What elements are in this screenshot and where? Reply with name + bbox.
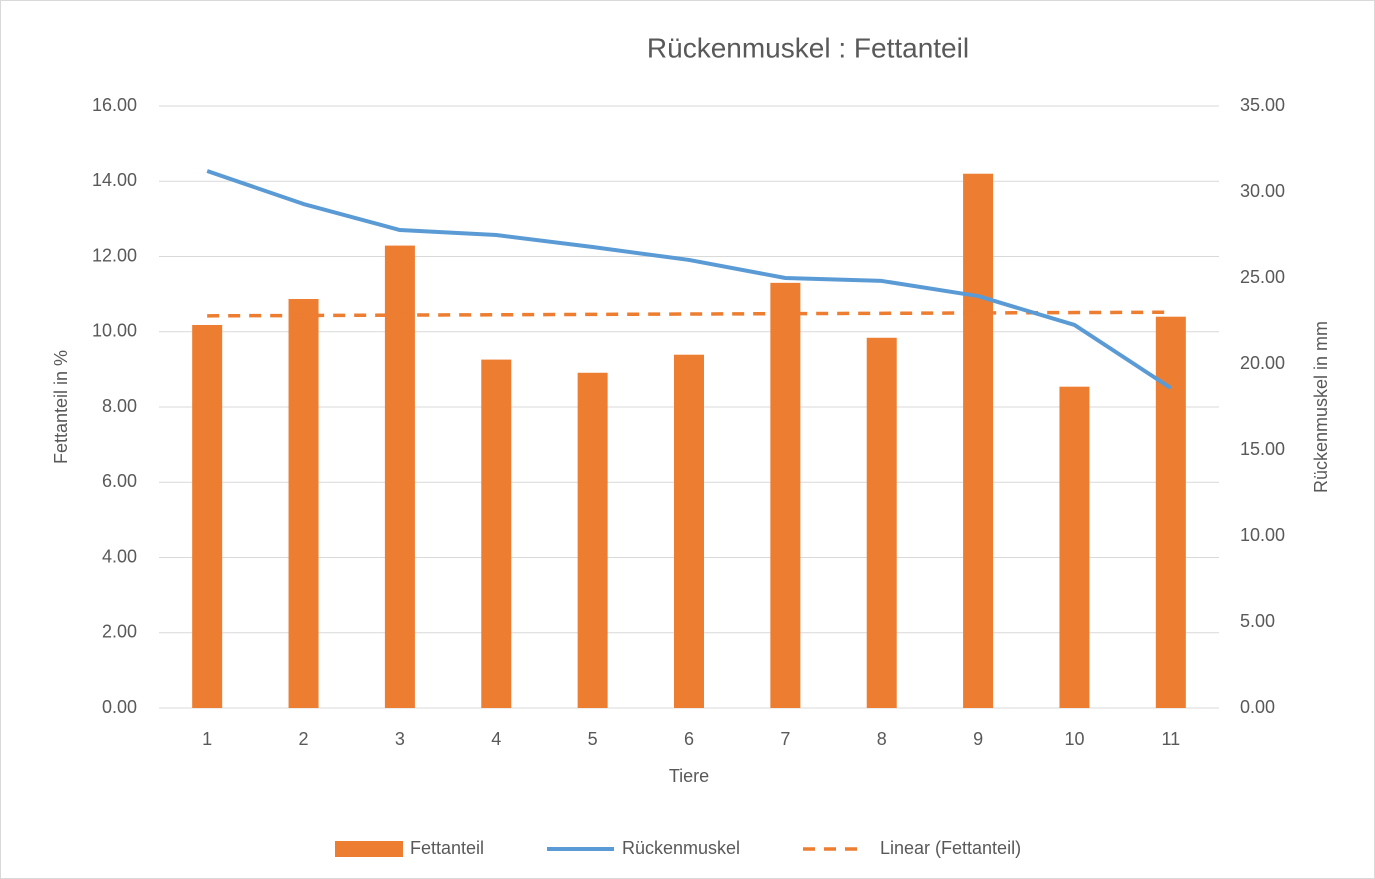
bar [384, 245, 415, 708]
bar [866, 337, 897, 708]
y2-tick-label: 10.00 [1240, 525, 1285, 545]
bar [577, 372, 608, 708]
x-tick-label: 8 [877, 729, 887, 749]
y2-tick-label: 25.00 [1240, 267, 1285, 287]
x-tick-label: 5 [588, 729, 598, 749]
y2-axis-label: Rückenmuskel in mm [1311, 321, 1331, 493]
trendline [207, 310, 1171, 318]
y-tick-label: 8.00 [102, 396, 137, 416]
y2-tick-label: 20.00 [1240, 353, 1285, 373]
bar [192, 324, 223, 708]
x-tick-label: 2 [299, 729, 309, 749]
y-tick-label: 6.00 [102, 471, 137, 491]
y-tick-label: 16.00 [92, 95, 137, 115]
x-tick-label: 7 [780, 729, 790, 749]
y2-tick-label: 15.00 [1240, 439, 1285, 459]
bar [770, 282, 801, 708]
bar [288, 299, 319, 708]
bar [481, 359, 512, 708]
y2-tick-label: 30.00 [1240, 181, 1285, 201]
x-tick-label: 11 [1161, 729, 1180, 749]
y-tick-label: 14.00 [92, 170, 137, 190]
x-tick-label: 3 [395, 729, 405, 749]
x-tick-label: 4 [491, 729, 501, 749]
x-axis-label: Tiere [669, 766, 709, 786]
legend-swatch [335, 841, 403, 857]
legend-label: Linear (Fettanteil) [880, 838, 1021, 858]
y2-tick-label: 0.00 [1240, 697, 1275, 717]
legend-label: Rückenmuskel [622, 838, 740, 858]
bar [1059, 386, 1090, 708]
bar [963, 173, 994, 709]
chart-title: Rückenmuskel : Fettanteil [647, 32, 969, 63]
y2-tick-label: 5.00 [1240, 611, 1275, 631]
x-tick-label: 6 [684, 729, 694, 749]
x-tick-label: 9 [973, 729, 983, 749]
bar [1155, 316, 1186, 708]
y2-tick-label: 35.00 [1240, 95, 1285, 115]
bar [674, 354, 704, 708]
legend-label: Fettanteil [410, 838, 484, 858]
y-tick-label: 4.00 [102, 546, 137, 566]
y-tick-label: 2.00 [102, 622, 137, 642]
y-tick-label: 12.00 [92, 245, 137, 265]
y-tick-label: 0.00 [102, 697, 137, 717]
y-axis-label: Fettanteil in % [51, 350, 71, 464]
y-tick-label: 10.00 [92, 321, 137, 341]
x-tick-label: 1 [202, 729, 212, 749]
x-tick-label: 10 [1064, 729, 1084, 749]
line [206, 169, 1172, 390]
